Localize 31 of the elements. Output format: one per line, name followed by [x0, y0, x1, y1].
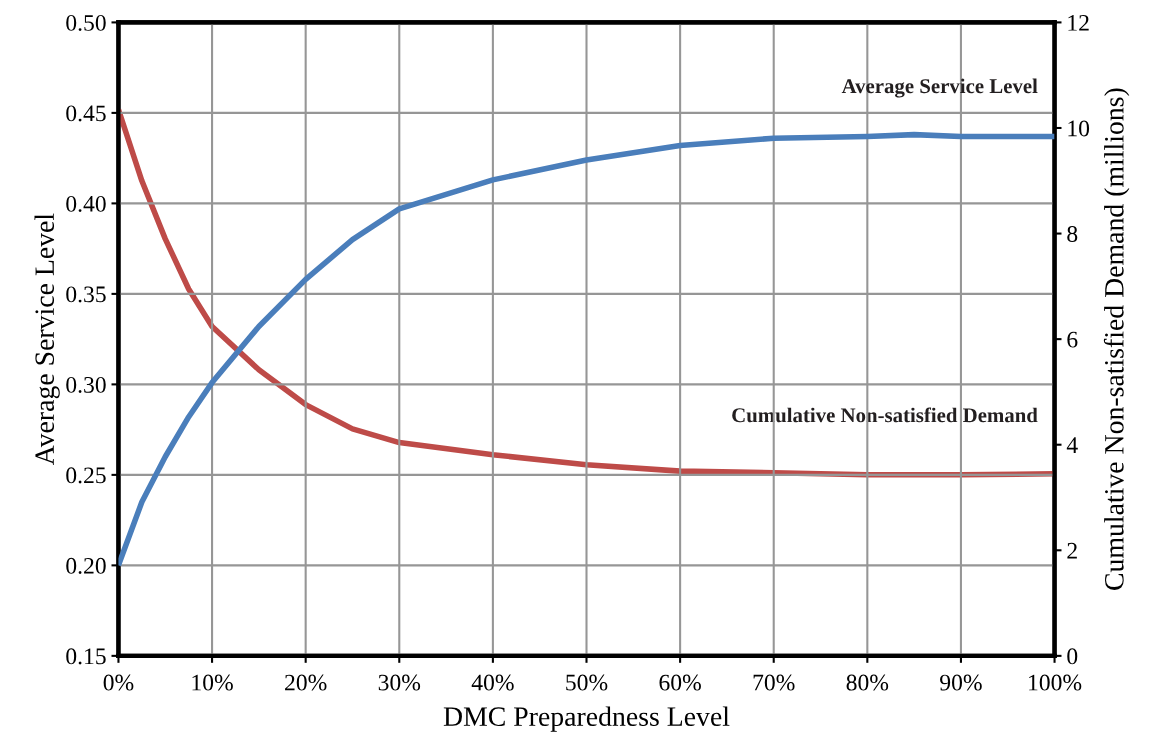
- series-label: Average Service Level: [841, 78, 1038, 98]
- x-tick-label: 100%: [1029, 674, 1082, 691]
- y2-tick-label: 0: [1067, 648, 1078, 665]
- y-tick-label: 0.50: [66, 14, 106, 31]
- y2-tick-label: 12: [1068, 14, 1089, 31]
- y2-tick-label: 6: [1067, 331, 1078, 348]
- y2-tick-label: 10: [1068, 120, 1090, 137]
- x-tick-label: 90%: [940, 674, 982, 691]
- x-tick-label: 80%: [846, 674, 889, 691]
- x-tick-label: 20%: [285, 674, 327, 691]
- y2-tick-label: 8: [1067, 226, 1078, 242]
- x-tick-label: 10%: [192, 674, 233, 691]
- y2-tick-label: 4: [1066, 437, 1078, 453]
- y2-axis-title: Cumulative Non-satisfied Demand (millions): [1103, 88, 1130, 590]
- x-axis-title: DMC Preparedness Level: [443, 706, 730, 732]
- x-tick-label: 50%: [566, 674, 608, 691]
- y-tick-label: 0.30: [66, 376, 106, 393]
- y-tick-label: 0.45: [66, 105, 106, 122]
- x-tick-label: 0%: [103, 674, 134, 691]
- y-axis-title: Average Service Level: [34, 213, 60, 466]
- y-tick-label: 0.25: [66, 467, 106, 484]
- x-tick-label: 60%: [659, 674, 701, 691]
- x-tick-label: 70%: [753, 674, 795, 691]
- y-tick-label: 0.20: [66, 557, 106, 574]
- text: Cumulative Non-satisfied Demand: [732, 407, 1038, 423]
- x-tick-label: 30%: [378, 674, 421, 691]
- y2-tick-label: 2: [1067, 542, 1077, 559]
- y-tick-label: 0.40: [66, 195, 106, 212]
- y-tick-label: 0.35: [66, 286, 106, 303]
- x-tick-label: 40%: [471, 674, 514, 691]
- y-tick-label: 0.15: [66, 648, 106, 665]
